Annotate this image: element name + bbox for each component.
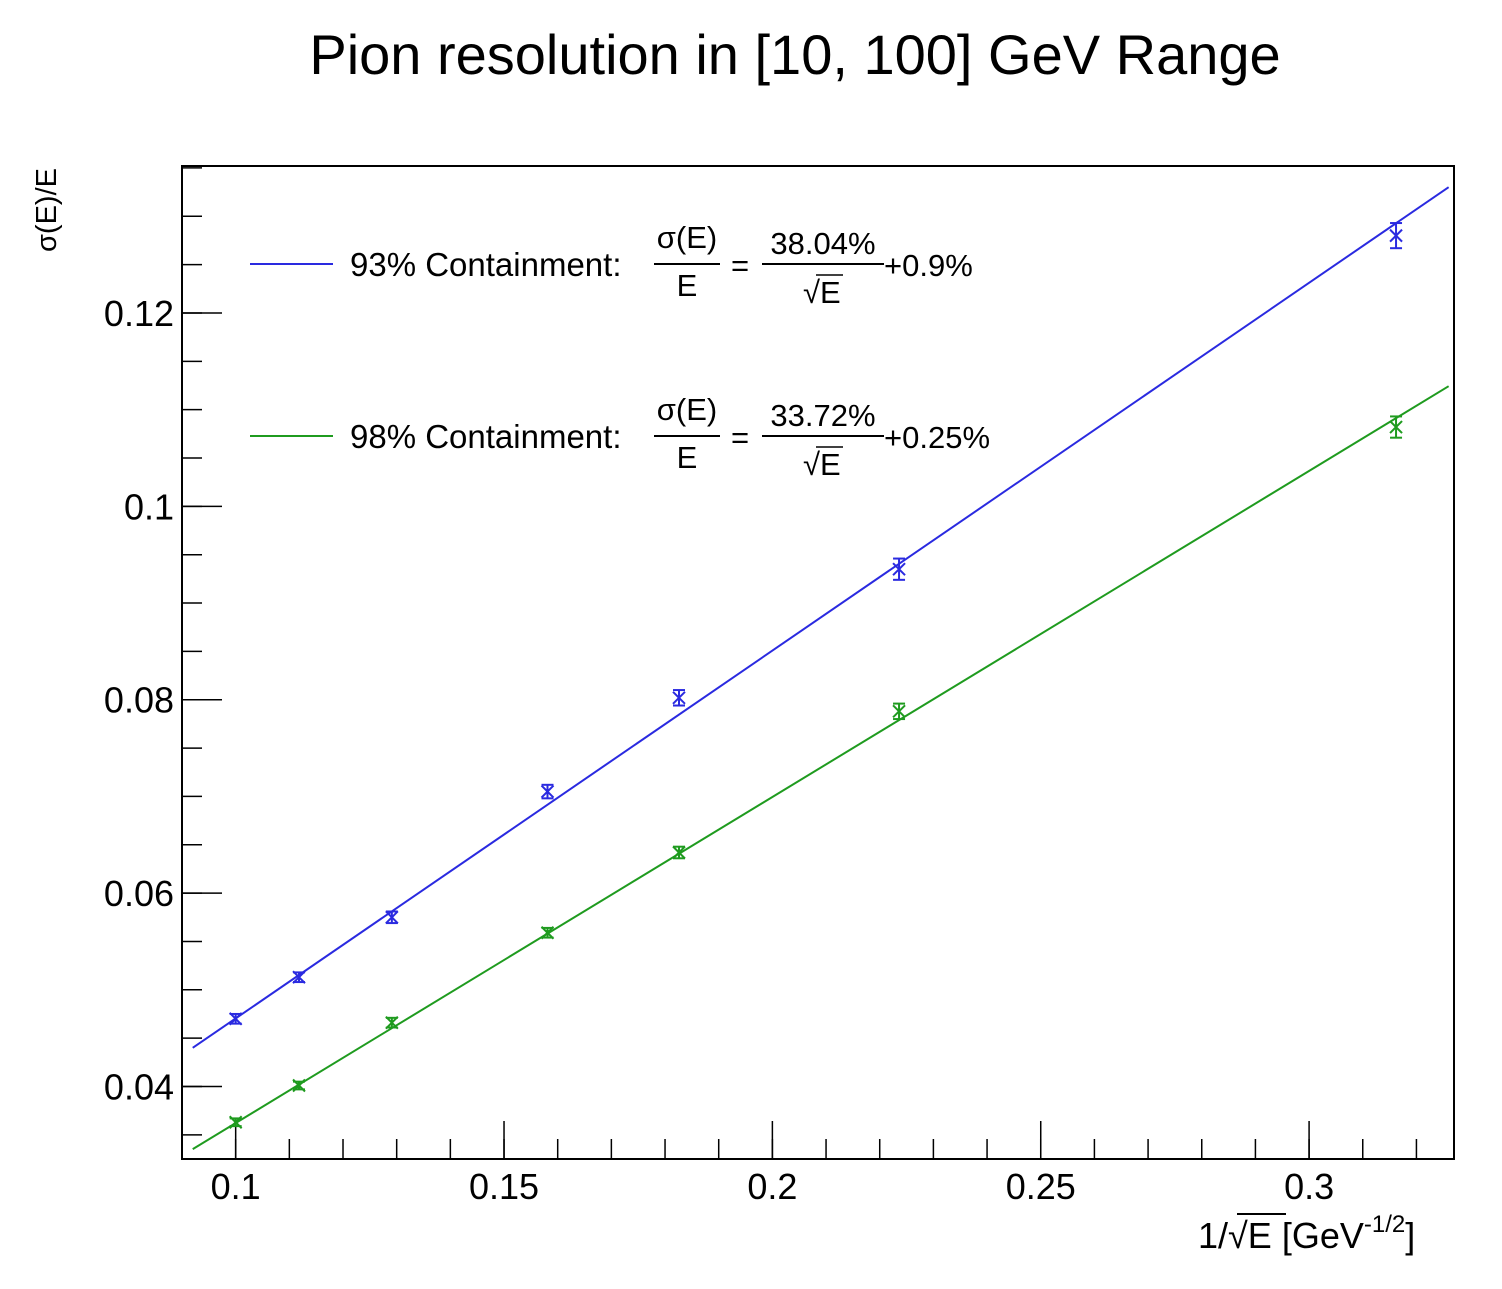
data-point xyxy=(1389,222,1403,250)
plot-frame xyxy=(181,165,1455,1160)
x-tick-label: 0.25 xyxy=(1006,1166,1076,1207)
x-tick-label: 0.2 xyxy=(747,1166,797,1207)
marker-x xyxy=(385,910,399,924)
x-label-unit-close: ] xyxy=(1405,1215,1415,1256)
data-point xyxy=(672,689,686,707)
legend-equals-93: = xyxy=(731,248,749,283)
marker-x xyxy=(892,562,906,576)
legend-numerator-98: σ(E) xyxy=(657,392,717,427)
data-point xyxy=(385,1015,399,1030)
marker-x xyxy=(292,970,306,984)
legend-entry-98: 98% Containment: σ(E) E = 33.72% √E +0.2… xyxy=(250,392,990,482)
data-point xyxy=(292,1078,306,1093)
y-axis-label: σ(E)/E xyxy=(31,168,63,252)
legend-label-98: 98% Containment: xyxy=(350,418,622,455)
data-point xyxy=(892,557,906,581)
y-tick-label: 0.04 xyxy=(104,1066,174,1107)
marker-x xyxy=(892,704,906,719)
legend-numerator-93: σ(E) xyxy=(657,220,717,255)
x-tick-label: 0.3 xyxy=(1284,1166,1334,1207)
legend-sqrt-radicand-98: E xyxy=(820,447,841,482)
data-point xyxy=(672,845,686,860)
marker-x xyxy=(540,784,555,799)
data-point xyxy=(228,1115,243,1129)
chart-title: Pion resolution in [10, 100] GeV Range xyxy=(309,23,1280,86)
x-axis-label: 1/√E [GeV-1/2] xyxy=(1198,1211,1415,1256)
data-point xyxy=(228,1012,243,1026)
x-label-radicand: E xyxy=(1248,1215,1272,1256)
fit-lines xyxy=(192,186,1450,1150)
legend-sqrt-93: √E xyxy=(803,275,841,310)
x-label-prefix: 1/ xyxy=(1198,1215,1228,1256)
data-point xyxy=(292,970,306,984)
legend-sqrt-98: √E xyxy=(803,447,841,482)
y-tick-label: 0.06 xyxy=(104,873,174,914)
legend-entry-93: 93% Containment: σ(E) E = 38.04% √E +0.9… xyxy=(250,220,973,310)
data-point xyxy=(540,926,555,940)
y-tick-label: 0.1 xyxy=(124,486,174,527)
legend-coefficient-98: 33.72% xyxy=(770,398,875,433)
fit-line-1 xyxy=(192,385,1450,1150)
x-label-unit-exponent: -1/2 xyxy=(1364,1211,1405,1238)
y-tick-label: 0.08 xyxy=(104,680,174,721)
y-tick-label: 0.12 xyxy=(104,293,174,334)
legend-label-93: 93% Containment: xyxy=(350,246,622,283)
legend-constant-98: +0.25% xyxy=(884,420,990,455)
fit-line-0 xyxy=(192,186,1450,1049)
marker-x xyxy=(1389,228,1403,243)
marker-x xyxy=(385,1015,399,1030)
legend-coefficient-93: 38.04% xyxy=(770,226,875,261)
legend-constant-93: +0.9% xyxy=(884,248,973,283)
data-point xyxy=(1389,415,1403,439)
legend-sqrt-radicand-93: E xyxy=(820,275,841,310)
marker-x xyxy=(228,1115,243,1129)
marker-x xyxy=(672,691,686,705)
legend-denominator-98: E xyxy=(677,440,698,475)
marker-x xyxy=(1389,420,1403,434)
x-tick-label: 0.1 xyxy=(211,1166,261,1207)
marker-x xyxy=(228,1012,243,1026)
data-points xyxy=(228,222,1403,1129)
x-tick-labels: 0.1 0.15 0.2 0.25 0.3 xyxy=(211,1166,1334,1207)
x-label-radical-sign: √ xyxy=(1228,1215,1248,1256)
legend-denominator-93: E xyxy=(677,268,698,303)
data-point xyxy=(892,702,906,721)
y-tick-labels: 0.04 0.06 0.08 0.1 0.12 xyxy=(104,293,174,1108)
x-tick-label: 0.15 xyxy=(469,1166,539,1207)
axis-ticks xyxy=(181,167,1418,1159)
data-point xyxy=(540,783,555,800)
legend-equals-98: = xyxy=(731,420,749,455)
x-label-unit-open: [GeV xyxy=(1272,1215,1364,1256)
marker-x xyxy=(292,1078,306,1093)
marker-x xyxy=(672,845,686,860)
marker-x xyxy=(540,926,555,940)
data-point xyxy=(385,910,399,925)
svg-text:1/√E [GeV-1/2]: 1/√E [GeV-1/2] xyxy=(1198,1211,1415,1256)
